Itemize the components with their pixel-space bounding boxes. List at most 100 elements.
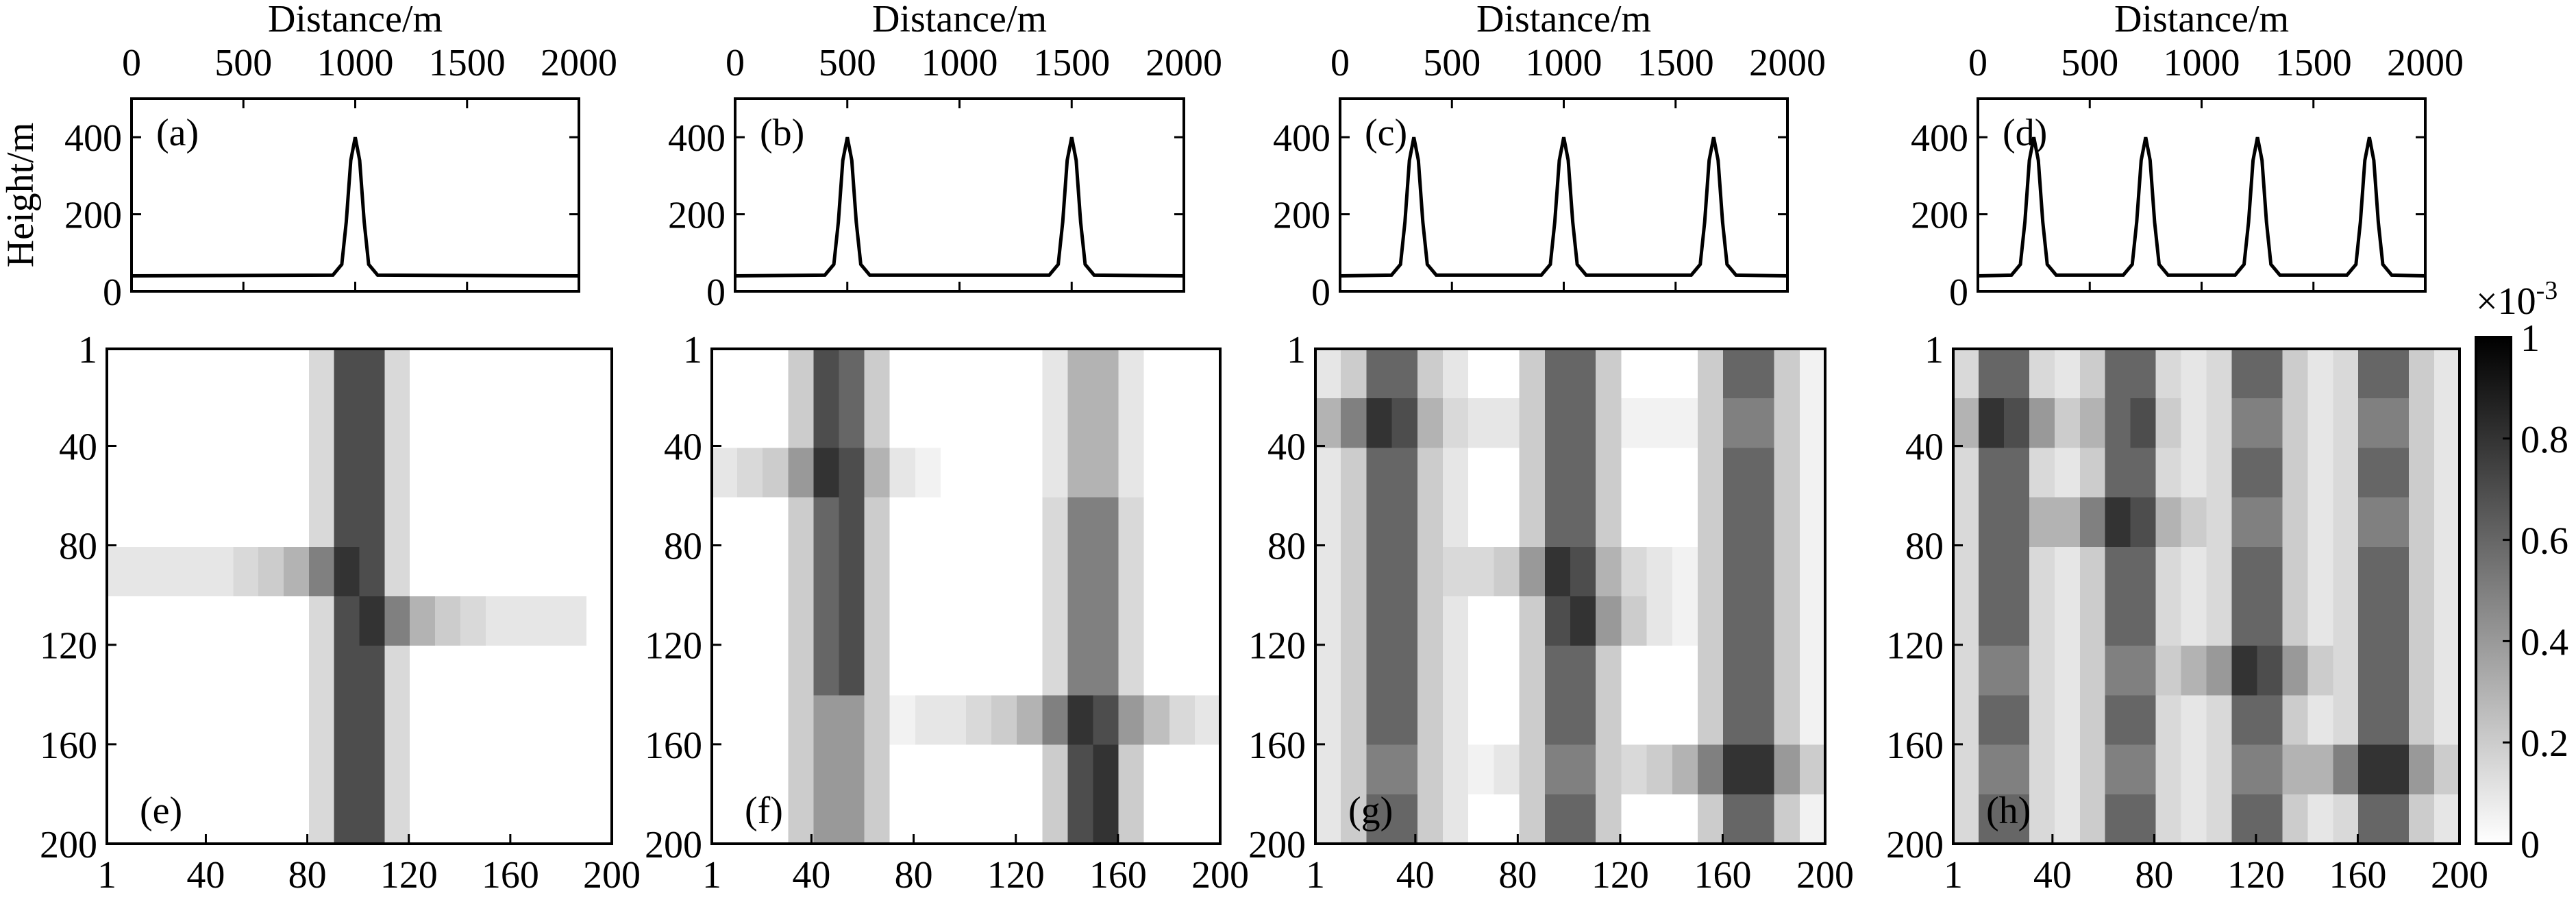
heatmap-cell xyxy=(1621,497,1648,548)
heatmap-cell xyxy=(991,646,1017,696)
heatmap-cell xyxy=(940,744,967,795)
x-tick-label: 120 xyxy=(987,854,1045,897)
heatmap-cell xyxy=(1621,448,1648,498)
heatmap-cell xyxy=(788,646,814,696)
heatmap-cell xyxy=(712,744,738,795)
heatmap-cell xyxy=(788,398,814,448)
y-tick-label: 40 xyxy=(1905,426,1944,468)
heatmap-cell xyxy=(1570,398,1596,448)
colorbar-tick-label: 0 xyxy=(2521,824,2540,866)
heatmap-cell xyxy=(889,497,916,548)
heatmap-cell xyxy=(1723,596,1749,646)
heatmap-cell xyxy=(2383,794,2410,844)
heatmap-cell xyxy=(2105,744,2131,795)
heatmap-cell xyxy=(2181,448,2207,498)
heatmap-cell xyxy=(1621,744,1648,795)
heatmap-cell xyxy=(1519,497,1546,548)
y-tick-label: 160 xyxy=(645,724,702,767)
heatmap-cell xyxy=(334,646,360,696)
heatmap-cell xyxy=(1519,448,1546,498)
heatmap-cell xyxy=(1748,546,1775,597)
heatmap-cell xyxy=(2358,744,2384,795)
heatmap-cell xyxy=(2257,744,2283,795)
y-tick-label: 200 xyxy=(1886,824,1944,866)
heatmap-cell xyxy=(1596,546,1622,597)
heatmap-cell xyxy=(208,794,234,844)
heatmap-cell xyxy=(258,497,284,548)
heatmap-cell xyxy=(1417,695,1444,746)
heatmap-cell xyxy=(410,546,436,597)
heatmap-cell xyxy=(1698,744,1724,795)
heatmap-cell xyxy=(2181,349,2207,399)
y-tick-label: 80 xyxy=(1905,526,1944,568)
y-tick-label: 80 xyxy=(59,526,97,568)
heatmap-cell xyxy=(410,646,436,696)
heatmap-cell xyxy=(435,744,461,795)
heatmap-cell xyxy=(940,794,967,844)
heatmap-cell xyxy=(1799,646,1826,696)
heatmap-cell xyxy=(208,744,234,795)
heatmap-cell xyxy=(940,695,967,746)
heatmap-cell xyxy=(2282,398,2308,448)
heatmap-cell xyxy=(1067,794,1093,844)
heatmap-cell xyxy=(1672,497,1698,548)
heatmap-cell xyxy=(359,646,385,696)
heatmap-cell xyxy=(1774,546,1800,597)
heatmap-cell xyxy=(1443,646,1469,696)
heatmap-cell xyxy=(2003,497,2030,548)
heatmap-cell xyxy=(460,695,486,746)
heatmap-cell xyxy=(1799,794,1826,844)
heatmap-cell xyxy=(2105,448,2131,498)
heatmap-cell xyxy=(586,349,612,399)
y-tick-label: 0 xyxy=(1311,271,1330,314)
plot-frame xyxy=(130,97,580,293)
y-tick-label: 120 xyxy=(40,625,97,668)
heatmap-cell xyxy=(485,398,512,448)
heatmap-cell xyxy=(763,744,789,795)
heatmap-cell xyxy=(283,646,310,696)
heatmap-cell xyxy=(308,497,335,548)
heatmap-cell xyxy=(586,448,612,498)
heatmap-cell xyxy=(2333,349,2359,399)
heatmap-cell xyxy=(1315,448,1341,498)
heatmap-cell xyxy=(2079,596,2106,646)
heatmap-cell xyxy=(1978,497,2005,548)
x-tick-label: 160 xyxy=(1694,854,1751,897)
heatmap-cell xyxy=(1468,497,1494,548)
x-tick-label: 200 xyxy=(583,854,641,897)
heatmap-cell xyxy=(712,596,738,646)
heatmap-cell xyxy=(208,349,234,399)
heatmap-cells xyxy=(107,349,612,844)
heatmap-cell xyxy=(435,596,461,646)
heatmap-cell xyxy=(1596,596,1622,646)
heatmap-cell xyxy=(561,448,587,498)
heatmap-cell xyxy=(384,794,410,844)
heatmap-cell xyxy=(2054,448,2081,498)
heatmap-cell xyxy=(258,744,284,795)
heatmap-cell xyxy=(536,646,562,696)
heatmap-cell xyxy=(1169,646,1196,696)
heatmap-cell xyxy=(157,349,184,399)
heatmap-cell xyxy=(1417,546,1444,597)
x-tick-label: 40 xyxy=(1396,854,1435,897)
heatmap-cell xyxy=(940,448,967,498)
heatmap-cell xyxy=(485,794,512,844)
heatmap-cell xyxy=(435,497,461,548)
heatmap-cell xyxy=(813,794,839,844)
heatmap-cell xyxy=(1799,596,1826,646)
heatmap-cell xyxy=(2282,546,2308,597)
heatmap-cell xyxy=(1953,497,1979,548)
heatmap-cell xyxy=(1118,448,1145,498)
heatmap-cell xyxy=(2333,398,2359,448)
heatmap-cells xyxy=(712,349,1221,844)
heatmap-cell xyxy=(258,546,284,597)
heatmap-cell xyxy=(940,546,967,597)
heatmap-cell xyxy=(1093,596,1119,646)
y-tick-label: 0 xyxy=(706,271,726,314)
plot-frame xyxy=(1314,348,1826,845)
heatmap-cell xyxy=(737,794,763,844)
heatmap-cell xyxy=(1544,497,1571,548)
y-tick-label: 160 xyxy=(1248,724,1306,767)
x-axis-title: Distance/m xyxy=(268,0,443,40)
height-profile xyxy=(1977,136,2426,278)
